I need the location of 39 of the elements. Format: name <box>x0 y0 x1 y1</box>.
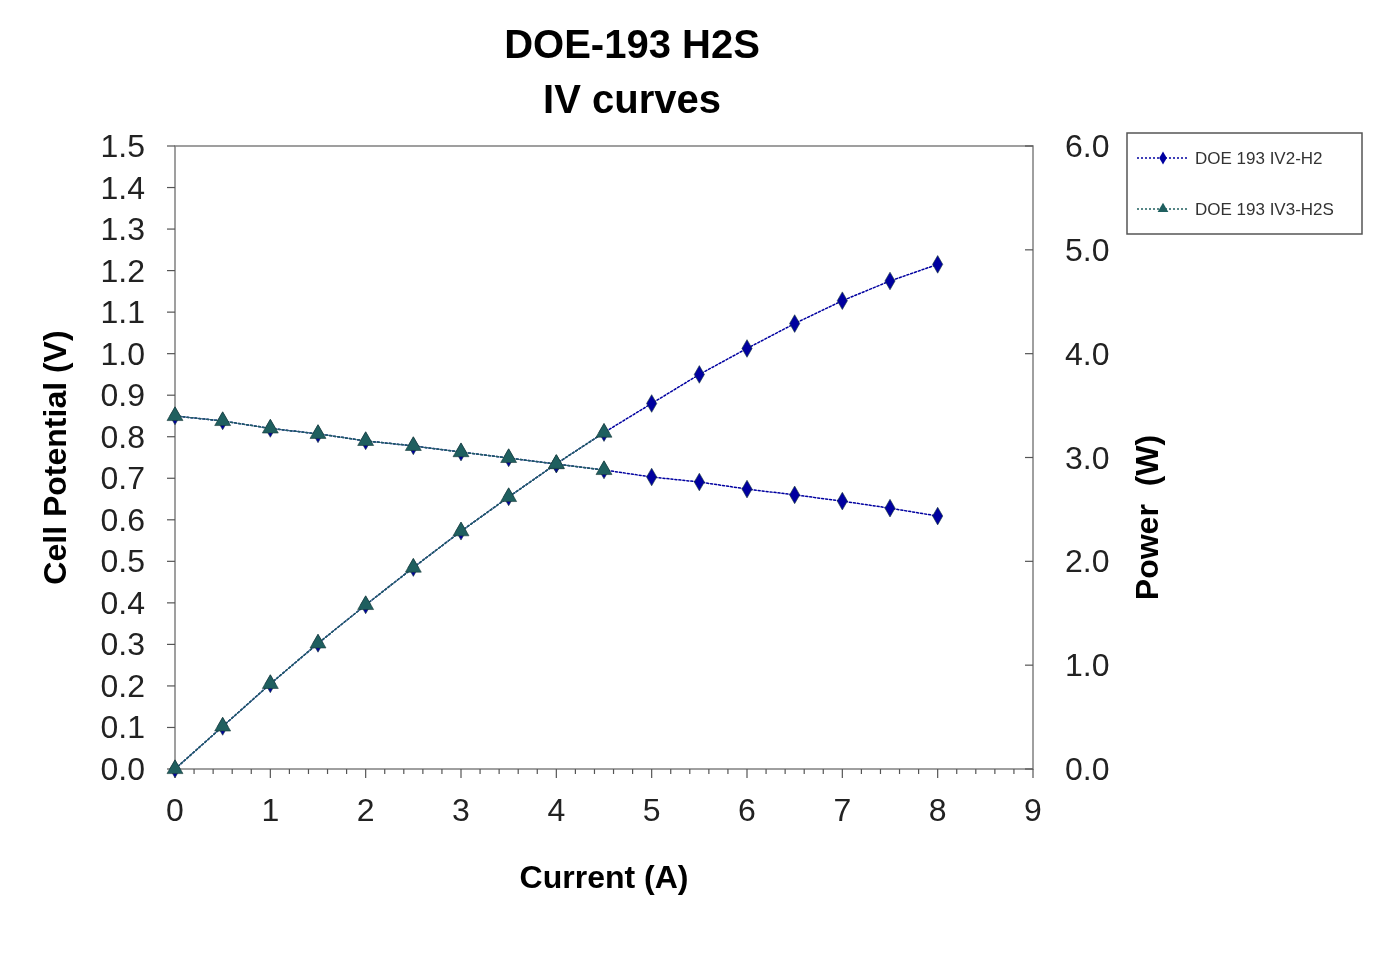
legend-label: DOE 193 IV2-H2 <box>1195 149 1323 168</box>
x-tick-label: 5 <box>642 792 661 828</box>
y-tick-label: 0.8 <box>100 418 145 455</box>
y-tick-label: 0.0 <box>100 751 145 787</box>
y-tick-label: 0.1 <box>100 709 145 746</box>
x-axis-title: Current (A) <box>519 859 689 895</box>
x-tick-label: 0 <box>166 792 184 828</box>
x-tick-label: 8 <box>928 792 947 828</box>
y2-axis-title: Power (W) <box>1129 434 1165 601</box>
y2-tick-label: 3.0 <box>1065 439 1110 476</box>
x-tick-label: 4 <box>547 792 566 828</box>
y-tick-label: 1.3 <box>100 211 145 248</box>
y-tick-label: 0.2 <box>100 667 145 704</box>
y-tick-label: 1.4 <box>100 169 145 206</box>
legend-label: DOE 193 IV3-H2S <box>1195 200 1334 219</box>
y-tick-label: 0.3 <box>100 626 145 663</box>
y2-tick-label: 6.0 <box>1065 128 1110 164</box>
x-tick-label: 3 <box>452 792 470 828</box>
chart-title: DOE-193 H2S IV curves <box>504 22 760 121</box>
y-tick-label: 0.9 <box>100 377 145 414</box>
y-tick-label: 1.2 <box>100 252 145 289</box>
x-tick-label: 6 <box>738 792 756 828</box>
y-tick-label: 1.0 <box>100 335 145 372</box>
y-tick-label: 0.6 <box>100 501 145 538</box>
x-tick-label: 1 <box>261 792 280 828</box>
y2-tick-label: 0.0 <box>1065 751 1110 787</box>
y-axis-title: Cell Potential (V) <box>37 330 73 585</box>
x-tick-label: 2 <box>356 792 375 828</box>
x-tick-label: 9 <box>1024 792 1042 828</box>
y2-tick-label: 5.0 <box>1065 231 1110 268</box>
y2-tick-label: 1.0 <box>1065 647 1110 684</box>
y-tick-label: 1.5 <box>100 128 145 164</box>
y-tick-label: 1.1 <box>100 294 145 331</box>
y-tick-label: 0.4 <box>100 584 145 621</box>
y-tick-label: 0.7 <box>100 460 145 497</box>
y-tick-label: 0.5 <box>100 543 145 580</box>
y2-tick-label: 4.0 <box>1065 335 1110 372</box>
y2-tick-label: 2.0 <box>1065 543 1110 580</box>
x-tick-label: 7 <box>833 792 852 828</box>
